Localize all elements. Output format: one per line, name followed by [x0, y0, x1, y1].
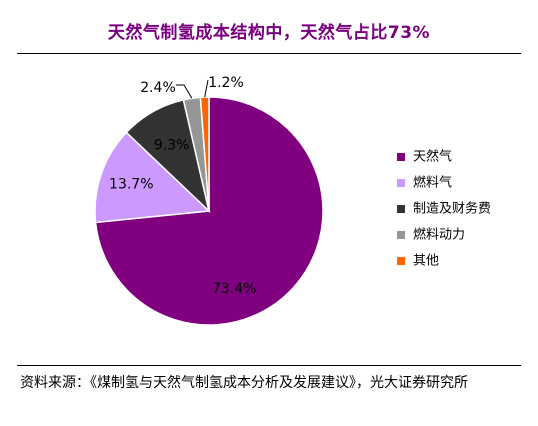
top-divider	[17, 53, 521, 54]
legend-swatch-4	[397, 231, 405, 239]
pie-slices	[94, 96, 324, 326]
data-label-1: 73.4%	[212, 281, 256, 297]
legend-swatch-1	[397, 153, 405, 161]
data-labels: 73.4% 13.7% 9.3% 2.4% 1.2%	[109, 75, 256, 297]
legend-label-5: 其他	[413, 254, 439, 269]
bottom-divider	[17, 365, 521, 366]
slice-2	[94, 131, 211, 224]
data-label-3: 9.3%	[154, 138, 190, 154]
legend-label-2: 燃料气	[413, 175, 452, 191]
legend-swatch-2	[397, 179, 405, 187]
legend-label-3: 制造及财务费	[413, 201, 491, 217]
legend-swatch-3	[397, 205, 405, 213]
data-label-4: 2.4%	[140, 80, 176, 96]
legend-swatch-5	[397, 257, 405, 265]
callout-line-5	[204, 79, 209, 98]
source-note: 资料来源：《煤制氢与天然气制氢成本分析及发展建议》，光大证券研究所	[20, 375, 468, 391]
data-label-2: 13.7%	[109, 176, 153, 192]
chart-title: 天然气制氢成本结构中，天然气占比73%	[107, 23, 431, 43]
legend-label-4: 燃料动力	[413, 227, 465, 243]
label-callouts	[176, 79, 209, 99]
legend-label-1: 天然气	[413, 149, 452, 165]
callout-line-4	[176, 84, 193, 99]
data-label-5: 1.2%	[208, 75, 244, 91]
